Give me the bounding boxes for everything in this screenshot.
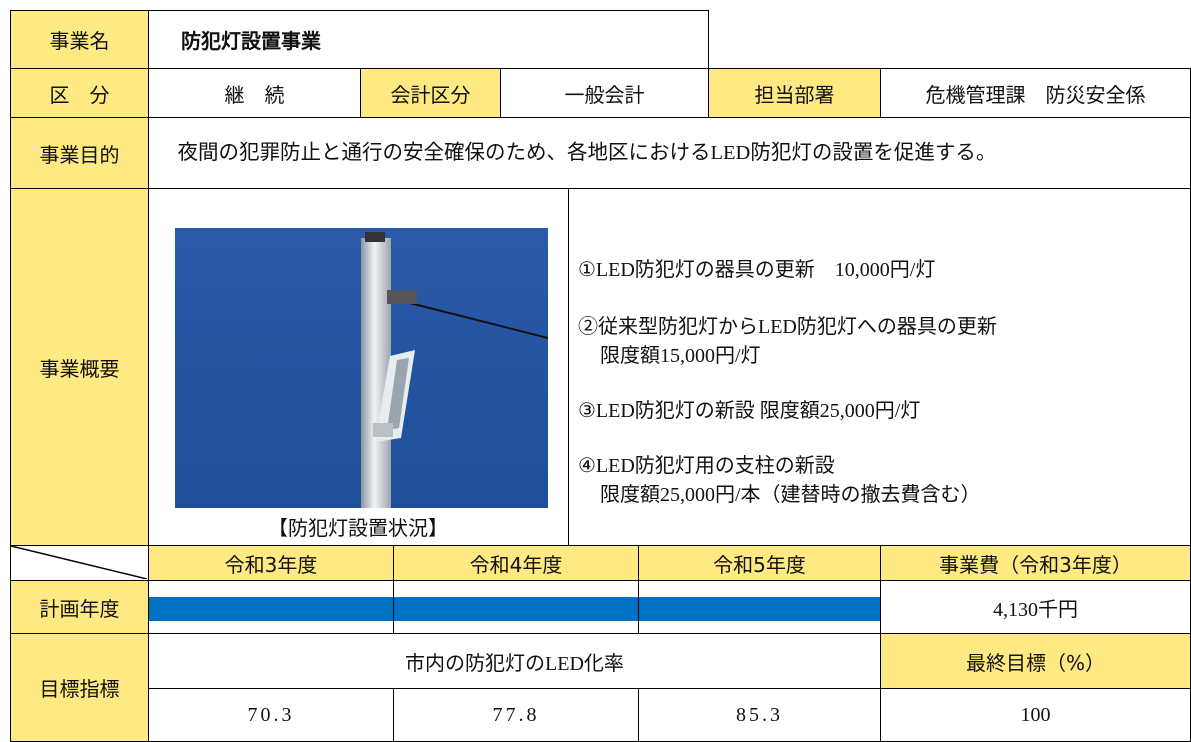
purpose-cell: 夜間の犯罪防止と通行の安全確保のため、各地区におけるLED防犯灯の設置を促進する… <box>148 117 1191 189</box>
diagonal <box>11 546 147 579</box>
photo-caption: 【防犯灯設置状況】 <box>268 518 448 540</box>
header-cell: 事業費（令和3年度） <box>880 545 1191 581</box>
item-line: ①LED防犯灯の器具の更新 10,000円/灯 <box>578 259 936 281</box>
overview-item: ③LED防犯灯の新設 限度額25,000円/灯 <box>578 397 920 426</box>
cost-cell: 4,130千円 <box>880 580 1191 634</box>
value-cell: 77.8 <box>393 688 639 742</box>
year: 令和3年度 <box>224 552 318 577</box>
title: 防犯灯設置事業 <box>181 29 321 53</box>
label: 計画年度 <box>39 596 120 621</box>
cell: 一般会計 <box>500 68 709 118</box>
corner-cell <box>10 545 149 581</box>
label: 事業名 <box>49 29 110 53</box>
indicator-cell: 市内の防犯灯のLED化率 <box>148 633 881 689</box>
overview-item: ④LED防犯灯用の支柱の新設限度額25,000円/本（建替時の撤去費含む） <box>578 452 981 510</box>
photo <box>175 228 548 508</box>
header-cell: 令和3年度 <box>148 545 394 581</box>
value-cell: 100 <box>880 688 1191 742</box>
label-cell: 事業名 <box>10 10 149 69</box>
target-value: 85.3 <box>736 703 783 726</box>
label-cell: 事業目的 <box>10 117 149 189</box>
label-cell: 計画年度 <box>10 580 149 634</box>
plan-cell <box>148 580 394 634</box>
label-cell: 会計区分 <box>360 68 501 118</box>
value: 危機管理課 防災安全係 <box>925 84 1146 107</box>
plan-bar <box>639 597 880 621</box>
label-cell: 事業概要 <box>10 188 149 546</box>
value-cell: 70.3 <box>148 688 394 742</box>
cell: 危機管理課 防災安全係 <box>880 68 1191 118</box>
cost-label: 事業費（令和3年度） <box>939 552 1132 577</box>
plan-cell <box>393 580 639 634</box>
item-line: ④LED防犯灯用の支柱の新設 <box>578 455 835 477</box>
item-line: 限度額25,000円/本（建替時の撤去費含む） <box>600 484 981 506</box>
final-label: 最終目標（%） <box>965 650 1105 675</box>
plan-cell <box>638 580 881 634</box>
cost: 4,130千円 <box>993 598 1078 621</box>
plan-bar <box>394 597 638 621</box>
header-cell: 令和5年度 <box>638 545 881 581</box>
indicator: 市内の防犯灯のLED化率 <box>405 652 624 675</box>
label-cell: 区 分 <box>10 68 149 118</box>
value: 継 続 <box>224 84 285 107</box>
label: 担当部署 <box>754 82 835 107</box>
final-value: 100 <box>1020 703 1051 726</box>
overview-item: ①LED防犯灯の器具の更新 10,000円/灯 <box>578 256 935 285</box>
label: 会計区分 <box>390 82 471 107</box>
overview-item: ②従来型防犯灯からLED防犯灯への器具の更新限度額15,000円/灯 <box>578 313 997 371</box>
value-cell: 85.3 <box>638 688 881 742</box>
header-cell: 令和4年度 <box>393 545 639 581</box>
cell: 継 続 <box>148 68 361 118</box>
label: 目標指標 <box>39 677 120 701</box>
title-cell: 防犯灯設置事業 <box>148 10 709 69</box>
year: 令和5年度 <box>713 552 806 577</box>
label: 区 分 <box>49 82 110 107</box>
year: 令和4年度 <box>469 552 563 577</box>
item-line: ②従来型防犯灯からLED防犯灯への器具の更新 <box>578 316 997 338</box>
value: 一般会計 <box>564 84 645 107</box>
label: 事業目的 <box>39 142 120 167</box>
header-cell: 最終目標（%） <box>880 633 1191 689</box>
item-line: ③LED防犯灯の新設 限度額25,000円/灯 <box>578 400 921 422</box>
purpose-text: 夜間の犯罪防止と通行の安全確保のため、各地区におけるLED防犯灯の設置を促進する… <box>177 142 997 164</box>
label: 事業概要 <box>39 356 120 381</box>
target-value: 70.3 <box>247 703 295 726</box>
label-cell: 担当部署 <box>708 68 881 118</box>
item-line: 限度額15,000円/灯 <box>600 345 761 367</box>
target-value: 77.8 <box>492 703 540 726</box>
label-cell: 目標指標 <box>10 633 149 742</box>
plan-bar <box>149 597 393 621</box>
